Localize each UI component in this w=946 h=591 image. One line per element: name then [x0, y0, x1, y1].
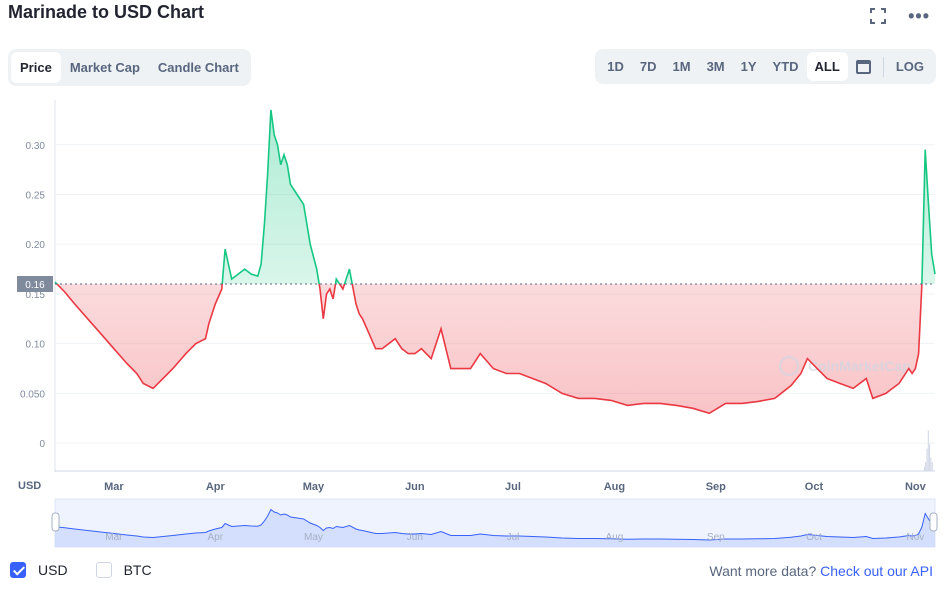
volume-bar	[923, 466, 925, 471]
navigator-tick-label: May	[304, 532, 323, 543]
navigator-right-handle[interactable]	[929, 512, 938, 532]
price-chart[interactable]: 0 0.050 0.10 0.15 0.20 0.25 0.30 CoinMarketCap 0…	[0, 100, 946, 555]
volume-bar	[929, 444, 931, 471]
volume-bar	[925, 462, 927, 471]
navigator-area	[55, 509, 935, 547]
price-area-up	[55, 109, 935, 285]
navigator-tick-label: Mar	[105, 532, 123, 543]
x-tick-label: Sep	[706, 481, 726, 493]
navigator-line	[54, 508, 936, 541]
y-tick-label: 0.30	[26, 141, 46, 152]
api-promo: Want more data? Check out our API	[709, 563, 933, 579]
navigator-tick-label: Jul	[507, 532, 520, 543]
range-1d[interactable]: 1D	[607, 59, 624, 74]
range-all[interactable]: ALL	[806, 52, 848, 81]
navigator-tick-label: Aug	[606, 532, 624, 543]
volume-bar	[927, 430, 929, 471]
volume-bar	[926, 448, 928, 471]
api-link[interactable]: Check out our API	[820, 563, 933, 579]
calendar-icon[interactable]	[855, 59, 871, 74]
legend-btc-label: BTC	[123, 562, 152, 578]
legend-btc[interactable]: BTC	[95, 562, 152, 578]
navigator-tick-label: Nov	[906, 532, 924, 543]
navigator-tick-label: Oct	[806, 532, 822, 543]
range-3m[interactable]: 3M	[706, 59, 725, 74]
volume-bar	[930, 457, 932, 471]
x-tick-label: Jun	[405, 481, 425, 493]
price-area-down	[56, 284, 922, 414]
reference-price-badge	[17, 276, 53, 293]
currency-legend: USD BTC	[10, 562, 180, 578]
tab-candle-chart[interactable]: Candle Chart	[157, 60, 239, 75]
log-toggle[interactable]: LOG	[895, 59, 924, 74]
watermark-icon	[779, 356, 799, 376]
x-tick-label: May	[303, 481, 325, 493]
more-icon[interactable]: •••	[908, 6, 930, 26]
price-line-down	[55, 284, 923, 415]
x-tick-label: Jul	[505, 481, 521, 493]
legend-usd-label: USD	[38, 562, 68, 578]
y-tick-label: 0.050	[20, 389, 45, 400]
range-7d[interactable]: 7D	[639, 59, 657, 74]
chart-type-tabs: Price Market Cap Candle Chart	[8, 49, 251, 86]
expand-icon[interactable]	[870, 8, 887, 24]
reference-price-label: 0.16	[25, 280, 45, 291]
navigator-tick-label: Apr	[208, 532, 224, 543]
y-tick-label: 0	[39, 439, 45, 450]
y-tick-label: 0.15	[26, 290, 46, 301]
watermark-label: CoinMarketCap	[808, 358, 911, 374]
y-tick-label: 0.20	[26, 240, 46, 251]
x-tick-label: Aug	[604, 481, 625, 493]
api-text: Want more data?	[709, 563, 817, 579]
checkbox-btc[interactable]	[95, 562, 112, 578]
navigator-left-handle[interactable]	[51, 512, 60, 532]
tab-market-cap[interactable]: Market Cap	[69, 60, 140, 75]
divider	[882, 56, 884, 77]
x-tick-label: Oct	[805, 481, 824, 493]
legend-usd[interactable]: USD	[10, 562, 68, 578]
range-1y[interactable]: 1Y	[740, 59, 757, 74]
y-tick-label: 0.10	[26, 340, 46, 351]
page-title: Marinade to USD Chart	[8, 2, 205, 22]
time-range-selector: 1D 7D 1M 3M 1Y YTD ALL LOG	[595, 49, 936, 84]
range-1m[interactable]: 1M	[672, 59, 691, 74]
check-icon[interactable]	[10, 562, 26, 578]
navigator-tick-label: Jun	[407, 532, 423, 543]
range-ytd[interactable]: YTD	[772, 59, 799, 74]
tab-price[interactable]: Price	[11, 52, 61, 83]
x-tick-label: Apr	[206, 481, 226, 493]
x-tick-label: Mar	[104, 481, 124, 493]
y-axis-title: USD	[18, 480, 41, 492]
x-tick-label: Nov	[905, 481, 927, 493]
volume-bar	[931, 462, 933, 471]
y-tick-label: 0.25	[26, 190, 46, 201]
navigator-tick-label: Sep	[707, 532, 725, 543]
